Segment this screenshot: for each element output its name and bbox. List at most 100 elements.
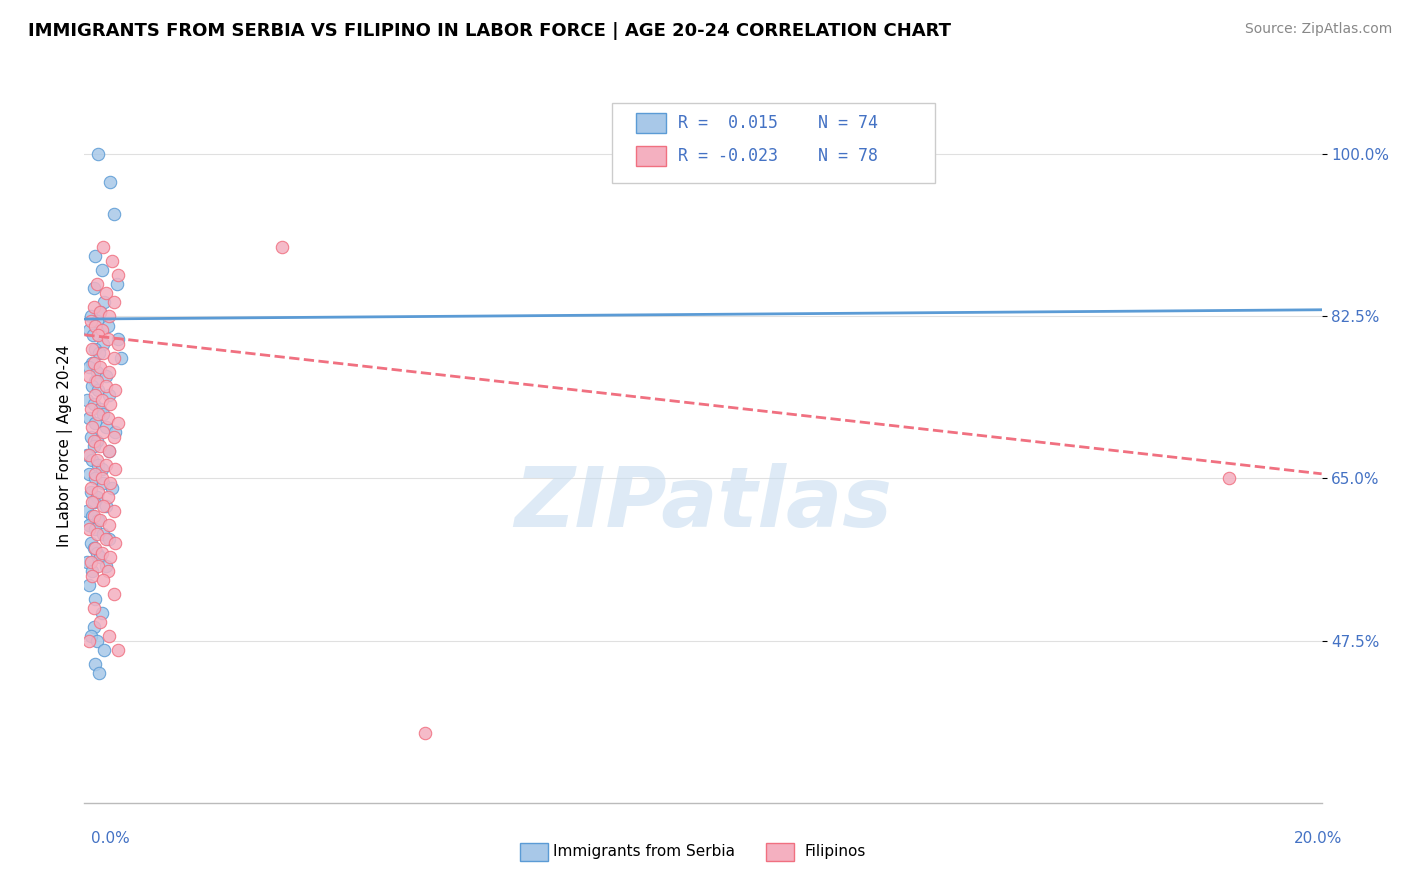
Point [79, 448, 101, 462]
Point [104, 425, 127, 439]
Text: R =  0.015    N = 74: R = 0.015 N = 74 [678, 114, 877, 132]
Point [89, 666, 111, 681]
Point [79, 369, 101, 384]
Point [87, 407, 110, 421]
Point [83, 397, 105, 411]
Point [91, 425, 114, 439]
Point [84, 374, 107, 388]
Point [91, 337, 114, 351]
Point [76, 392, 98, 407]
Point [104, 384, 127, 398]
Point [97, 411, 120, 425]
Point [83, 601, 105, 615]
Point [90, 545, 112, 559]
Point [83, 620, 105, 634]
Point [76, 555, 98, 569]
Point [94, 369, 117, 384]
Point [97, 318, 120, 333]
Point [84, 318, 107, 333]
Point [89, 439, 111, 453]
Point [79, 314, 101, 328]
Point [79, 517, 101, 532]
Point [107, 268, 129, 282]
Point [89, 304, 111, 318]
Point [93, 643, 115, 657]
Text: 0.0%: 0.0% [91, 831, 131, 846]
Point [79, 536, 101, 550]
Point [83, 439, 105, 453]
Point [86, 490, 108, 504]
Point [79, 555, 101, 569]
Point [84, 523, 107, 537]
Point [84, 657, 107, 671]
Point [80, 453, 103, 467]
Point [103, 295, 125, 310]
Point [80, 568, 103, 582]
Point [98, 550, 121, 565]
Point [86, 545, 108, 559]
Point [86, 365, 108, 379]
Point [90, 263, 112, 277]
Point [91, 407, 114, 421]
Point [79, 481, 101, 495]
Point [87, 559, 110, 574]
Point [80, 342, 103, 356]
Point [87, 147, 110, 161]
Point [79, 467, 101, 481]
Text: IMMIGRANTS FROM SERBIA VS FILIPINO IN LABOR FORCE | AGE 20-24 CORRELATION CHART: IMMIGRANTS FROM SERBIA VS FILIPINO IN LA… [28, 22, 950, 40]
Point [97, 490, 120, 504]
Point [79, 401, 101, 416]
Text: Source: ZipAtlas.com: Source: ZipAtlas.com [1244, 22, 1392, 37]
Point [87, 327, 110, 342]
Point [101, 253, 124, 268]
Point [76, 504, 98, 518]
Point [86, 374, 108, 388]
Point [98, 365, 121, 379]
Point [84, 471, 107, 485]
Point [104, 536, 127, 550]
Point [87, 458, 110, 472]
Point [90, 323, 112, 337]
Point [105, 277, 128, 291]
Y-axis label: In Labor Force | Age 20-24: In Labor Force | Age 20-24 [58, 345, 73, 547]
Point [79, 633, 101, 648]
Text: ZIPatlas: ZIPatlas [515, 463, 891, 543]
Point [98, 443, 121, 458]
Point [87, 513, 110, 527]
Point [94, 378, 117, 392]
Point [98, 629, 121, 643]
Text: Immigrants from Serbia: Immigrants from Serbia [553, 845, 734, 859]
Text: R = -0.023    N = 78: R = -0.023 N = 78 [678, 147, 877, 165]
Point [91, 500, 114, 514]
Point [271, 240, 294, 254]
Point [98, 443, 121, 458]
Point [98, 388, 121, 402]
Point [86, 453, 108, 467]
Point [86, 277, 108, 291]
Point [107, 416, 129, 430]
Point [83, 434, 105, 449]
Point [80, 508, 103, 523]
Point [82, 327, 104, 342]
Point [110, 351, 132, 365]
Point [86, 633, 108, 648]
Point [91, 527, 114, 541]
Text: Filipinos: Filipinos [804, 845, 866, 859]
Point [84, 541, 107, 555]
Point [79, 485, 101, 500]
Point [79, 411, 101, 425]
Point [89, 360, 111, 375]
Point [103, 351, 125, 365]
Point [83, 281, 105, 295]
Point [83, 300, 105, 314]
Point [103, 430, 125, 444]
Text: 20.0%: 20.0% [1295, 831, 1343, 846]
Point [84, 416, 107, 430]
Point [98, 175, 121, 189]
Point [103, 587, 125, 601]
Point [89, 304, 111, 318]
Point [1218, 471, 1240, 485]
Point [83, 355, 105, 369]
Point [89, 550, 111, 565]
Point [93, 295, 115, 310]
